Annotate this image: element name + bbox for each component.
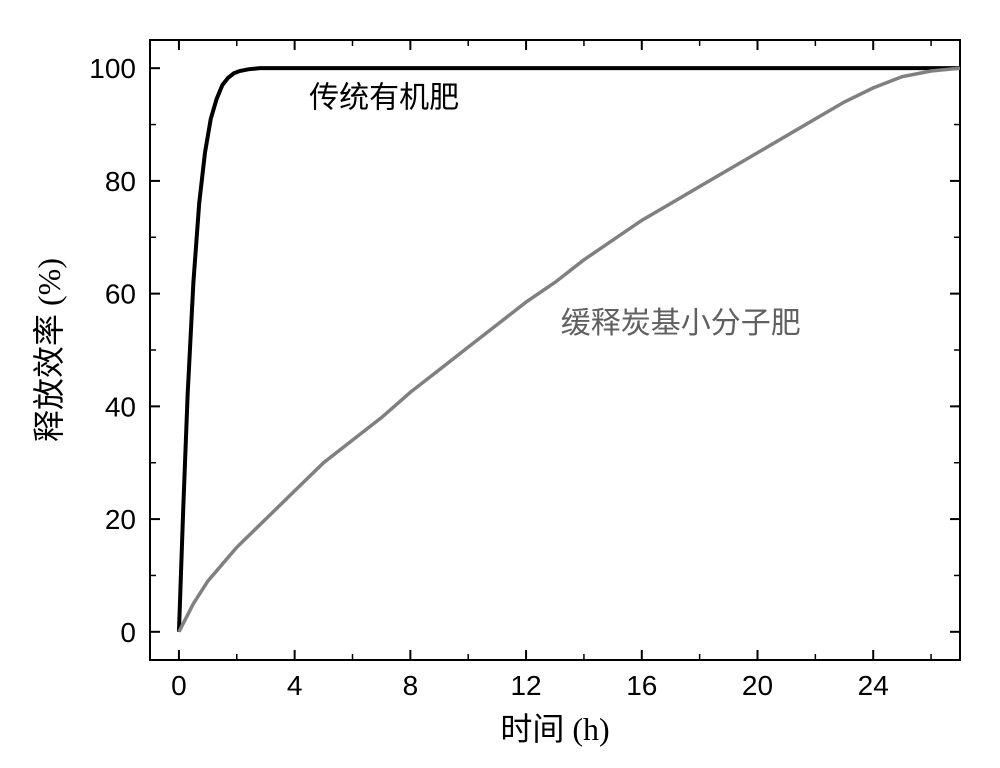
series-slow-release: [179, 68, 960, 632]
plot-frame: [150, 40, 960, 660]
y-axis-label: 释放效率 (%): [31, 258, 67, 442]
x-tick-label: 4: [287, 670, 303, 701]
x-tick-label: 12: [510, 670, 541, 701]
y-tick-label: 60: [105, 279, 136, 310]
label-slow-release: 缓释炭基小分子肥: [561, 307, 801, 340]
release-efficiency-chart: 0 4 8 12 16 20 24 0 20 40 60 80 100 时间 (h) 释放效率 (%) 传统有…: [0, 0, 1000, 768]
y-tick-label: 20: [105, 504, 136, 535]
x-tick-label: 16: [626, 670, 657, 701]
x-tick-label: 0: [171, 670, 187, 701]
y-tick-label: 100: [89, 53, 136, 84]
y-tick-label: 80: [105, 166, 136, 197]
chart-svg: 0 4 8 12 16 20 24 0 20 40 60 80 100 时间 (h) 释放效率 (%) 传统有…: [0, 0, 1000, 768]
label-traditional: 传统有机肥: [309, 82, 459, 115]
x-tick-label: 24: [858, 670, 889, 701]
x-tick-label: 20: [742, 670, 773, 701]
x-tick-label: 8: [403, 670, 419, 701]
y-tick-label: 0: [120, 617, 136, 648]
x-axis-label: 时间 (h): [500, 711, 609, 747]
series-traditional: [179, 68, 960, 632]
y-tick-label: 40: [105, 391, 136, 422]
